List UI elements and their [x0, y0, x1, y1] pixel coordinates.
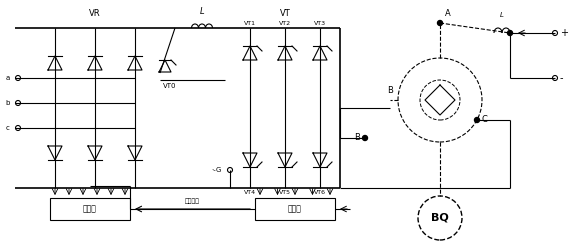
Text: +: + [560, 28, 568, 38]
Circle shape [438, 21, 443, 26]
Text: VT5: VT5 [279, 190, 291, 195]
Text: $L$: $L$ [499, 10, 505, 19]
FancyBboxPatch shape [255, 198, 335, 220]
Text: VT: VT [280, 9, 291, 18]
Text: $L$: $L$ [199, 5, 205, 16]
Text: 电流信号: 电流信号 [185, 198, 200, 204]
Text: BQ: BQ [431, 213, 449, 223]
Text: VT2: VT2 [279, 21, 291, 26]
Text: 控制器: 控制器 [288, 205, 302, 214]
Text: VT4: VT4 [244, 190, 256, 195]
Text: VT1: VT1 [244, 21, 256, 26]
Text: C: C [482, 116, 488, 124]
Text: A: A [445, 8, 451, 18]
Text: VT0: VT0 [163, 83, 177, 89]
FancyBboxPatch shape [50, 198, 130, 220]
Text: B: B [354, 133, 360, 143]
Circle shape [475, 118, 479, 123]
Text: VT3: VT3 [314, 21, 326, 26]
Text: VR: VR [89, 9, 101, 18]
Text: VT6: VT6 [314, 190, 326, 195]
Text: a: a [6, 75, 10, 81]
Circle shape [363, 135, 367, 141]
Text: 控制器: 控制器 [83, 205, 97, 214]
Circle shape [507, 31, 513, 35]
Text: b: b [6, 100, 10, 106]
Text: c: c [6, 125, 10, 131]
Text: B: B [387, 86, 393, 95]
Text: ·-G: ·-G [212, 167, 222, 173]
Text: -: - [560, 73, 563, 83]
